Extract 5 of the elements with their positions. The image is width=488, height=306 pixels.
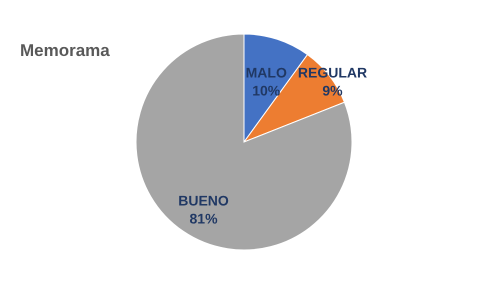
chart-title: Memorama [20,41,110,60]
slice-label: MALO [246,64,287,81]
data-label: 81% [190,210,218,227]
data-label: 10% [252,82,281,99]
slice-label: BUENO [178,192,229,209]
